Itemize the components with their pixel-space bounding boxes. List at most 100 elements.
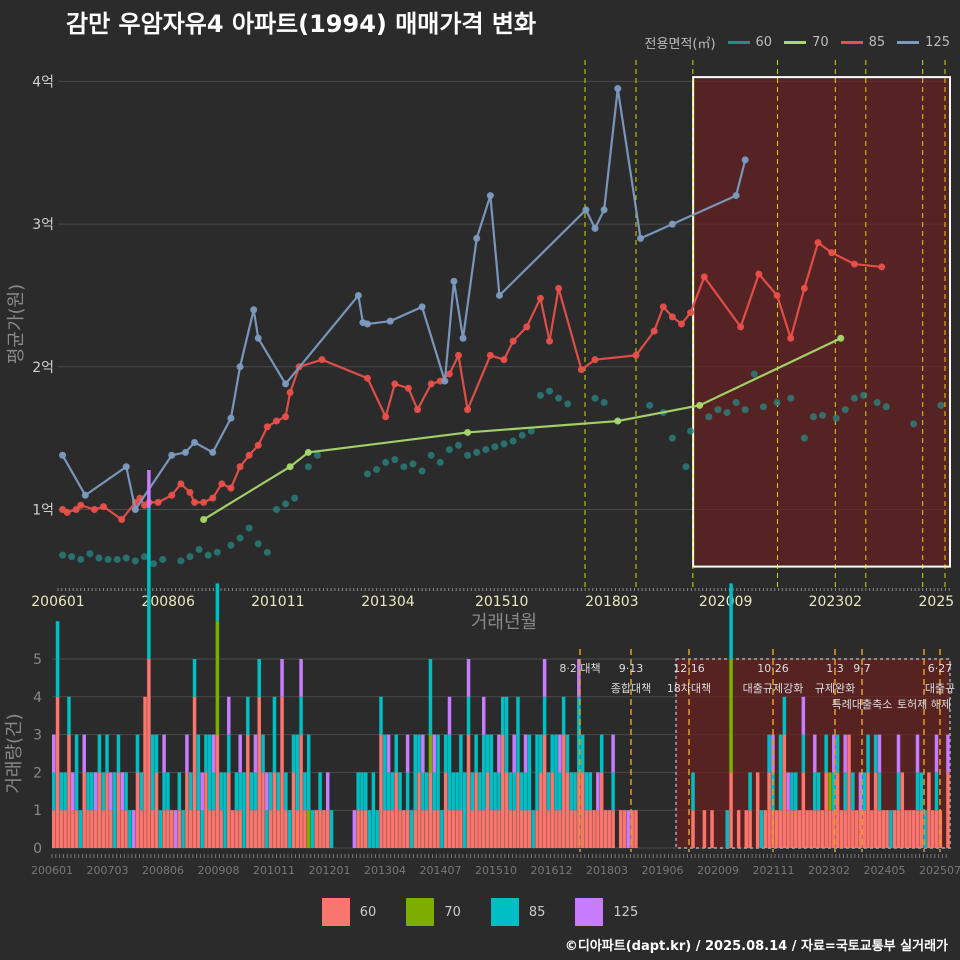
volume-bar-60 bbox=[284, 810, 288, 848]
data-point-85 bbox=[254, 441, 262, 449]
volume-bar-85 bbox=[242, 772, 246, 848]
volume-bar-85 bbox=[78, 810, 83, 848]
volume-bar-85 bbox=[580, 734, 585, 773]
volume-bar-85 bbox=[223, 772, 227, 848]
legend-item-85: 85 bbox=[840, 35, 885, 50]
volume-bar-85 bbox=[360, 772, 364, 811]
volume-bar-85 bbox=[63, 772, 67, 811]
data-point-70 bbox=[286, 463, 294, 471]
volume-bar-60 bbox=[466, 734, 471, 848]
data-point-60 bbox=[150, 560, 158, 568]
volume-bar-60 bbox=[854, 810, 859, 848]
volume-bar-60 bbox=[797, 810, 802, 848]
volume-bar-60 bbox=[558, 810, 562, 848]
volume-bar-125 bbox=[120, 772, 124, 811]
volume-bar-60 bbox=[135, 772, 140, 848]
volume-bar-60 bbox=[150, 810, 155, 848]
volume-bar-85 bbox=[843, 772, 847, 811]
volume-bar-85 bbox=[748, 772, 752, 811]
policy-sub-label: 특례대출축소 bbox=[832, 698, 893, 711]
volume-bar-85 bbox=[565, 734, 570, 773]
volume-bar-85 bbox=[611, 772, 615, 811]
bar-y-tick-label: 1 bbox=[33, 803, 42, 819]
volume-bar-85 bbox=[200, 810, 204, 848]
data-point-85 bbox=[486, 351, 494, 359]
x-tick-label: 201011 bbox=[251, 594, 304, 610]
volume-bar-125 bbox=[299, 659, 303, 697]
x-tick-label: 202302 bbox=[809, 594, 862, 610]
volume-bar-60 bbox=[208, 810, 212, 848]
data-point-85 bbox=[536, 294, 544, 302]
bar-x-tick-label: 202302 bbox=[808, 864, 850, 877]
volume-bar-125 bbox=[558, 734, 562, 773]
volume-bar-60 bbox=[527, 810, 532, 848]
data-point-60 bbox=[555, 394, 563, 402]
data-point-85 bbox=[63, 508, 71, 516]
volume-bar-60 bbox=[227, 772, 231, 848]
volume-bar-85 bbox=[135, 734, 140, 773]
bottom-legend: 60 70 85 125 bbox=[0, 898, 960, 926]
data-point-85 bbox=[700, 273, 708, 281]
volume-bar-60 bbox=[782, 734, 787, 848]
volume-bar-60 bbox=[276, 810, 281, 848]
volume-bar-85 bbox=[101, 772, 105, 811]
volume-bar-60 bbox=[185, 772, 189, 848]
volume-bar-60 bbox=[634, 810, 638, 848]
data-point-60 bbox=[227, 541, 235, 549]
data-point-125 bbox=[363, 320, 371, 328]
bottom-legend-item-125: 125 bbox=[575, 898, 638, 926]
bar-y-tick-label: 5 bbox=[33, 652, 42, 668]
data-point-125 bbox=[473, 234, 481, 242]
data-point-60 bbox=[131, 557, 139, 565]
bar-x-tick-label: 201803 bbox=[586, 864, 628, 877]
data-point-85 bbox=[445, 370, 453, 378]
volume-bar-125 bbox=[352, 810, 357, 848]
volume-bar-60 bbox=[291, 772, 296, 848]
data-point-60 bbox=[841, 406, 849, 414]
volume-bar-85 bbox=[390, 772, 395, 811]
volume-bar-60 bbox=[546, 810, 551, 848]
policy-date-label: 9·13 bbox=[619, 662, 644, 675]
volume-bar-70 bbox=[729, 659, 733, 773]
data-point-85 bbox=[227, 484, 235, 492]
volume-bar-85 bbox=[124, 772, 128, 811]
volume-bar-60 bbox=[832, 810, 836, 848]
volume-bar-85 bbox=[554, 734, 558, 811]
data-point-85 bbox=[154, 498, 162, 506]
bar-x-tick-label: 202009 bbox=[697, 864, 739, 877]
volume-bar-85 bbox=[535, 734, 539, 811]
data-point-60 bbox=[773, 398, 781, 406]
volume-bar-60 bbox=[143, 696, 147, 848]
volume-bar-60 bbox=[512, 810, 516, 848]
data-point-60 bbox=[159, 555, 167, 563]
volume-bar-60 bbox=[299, 734, 303, 848]
volume-bar-85 bbox=[801, 734, 806, 773]
y-tick-label: 1억 bbox=[32, 503, 54, 519]
volume-bar-125 bbox=[512, 734, 516, 773]
volume-bar-60 bbox=[805, 810, 809, 848]
data-point-60 bbox=[714, 406, 722, 414]
volume-bar-60 bbox=[767, 772, 771, 848]
data-point-125 bbox=[181, 448, 189, 456]
volume-bar-60 bbox=[630, 810, 634, 848]
volume-bar-60 bbox=[230, 810, 235, 848]
y-tick-label: 3억 bbox=[32, 217, 54, 233]
volume-bar-70 bbox=[828, 772, 832, 811]
data-point-125 bbox=[59, 451, 67, 459]
volume-bar-60 bbox=[866, 772, 870, 848]
data-point-125 bbox=[122, 463, 130, 471]
volume-bar-60 bbox=[272, 772, 277, 848]
volume-bar-85 bbox=[249, 772, 254, 811]
data-point-60 bbox=[427, 451, 435, 459]
volume-bar-60 bbox=[493, 810, 497, 848]
volume-bar-60 bbox=[588, 810, 593, 848]
volume-bar-85 bbox=[866, 734, 870, 773]
x-tick-label: 201803 bbox=[585, 594, 638, 610]
volume-bar-60 bbox=[843, 810, 847, 848]
volume-bar-60 bbox=[786, 810, 790, 848]
volume-bar-70 bbox=[215, 621, 220, 735]
data-point-60 bbox=[304, 463, 312, 471]
volume-bar-60 bbox=[455, 810, 459, 848]
volume-bar-85 bbox=[424, 772, 429, 811]
volume-bar-60 bbox=[580, 772, 585, 848]
